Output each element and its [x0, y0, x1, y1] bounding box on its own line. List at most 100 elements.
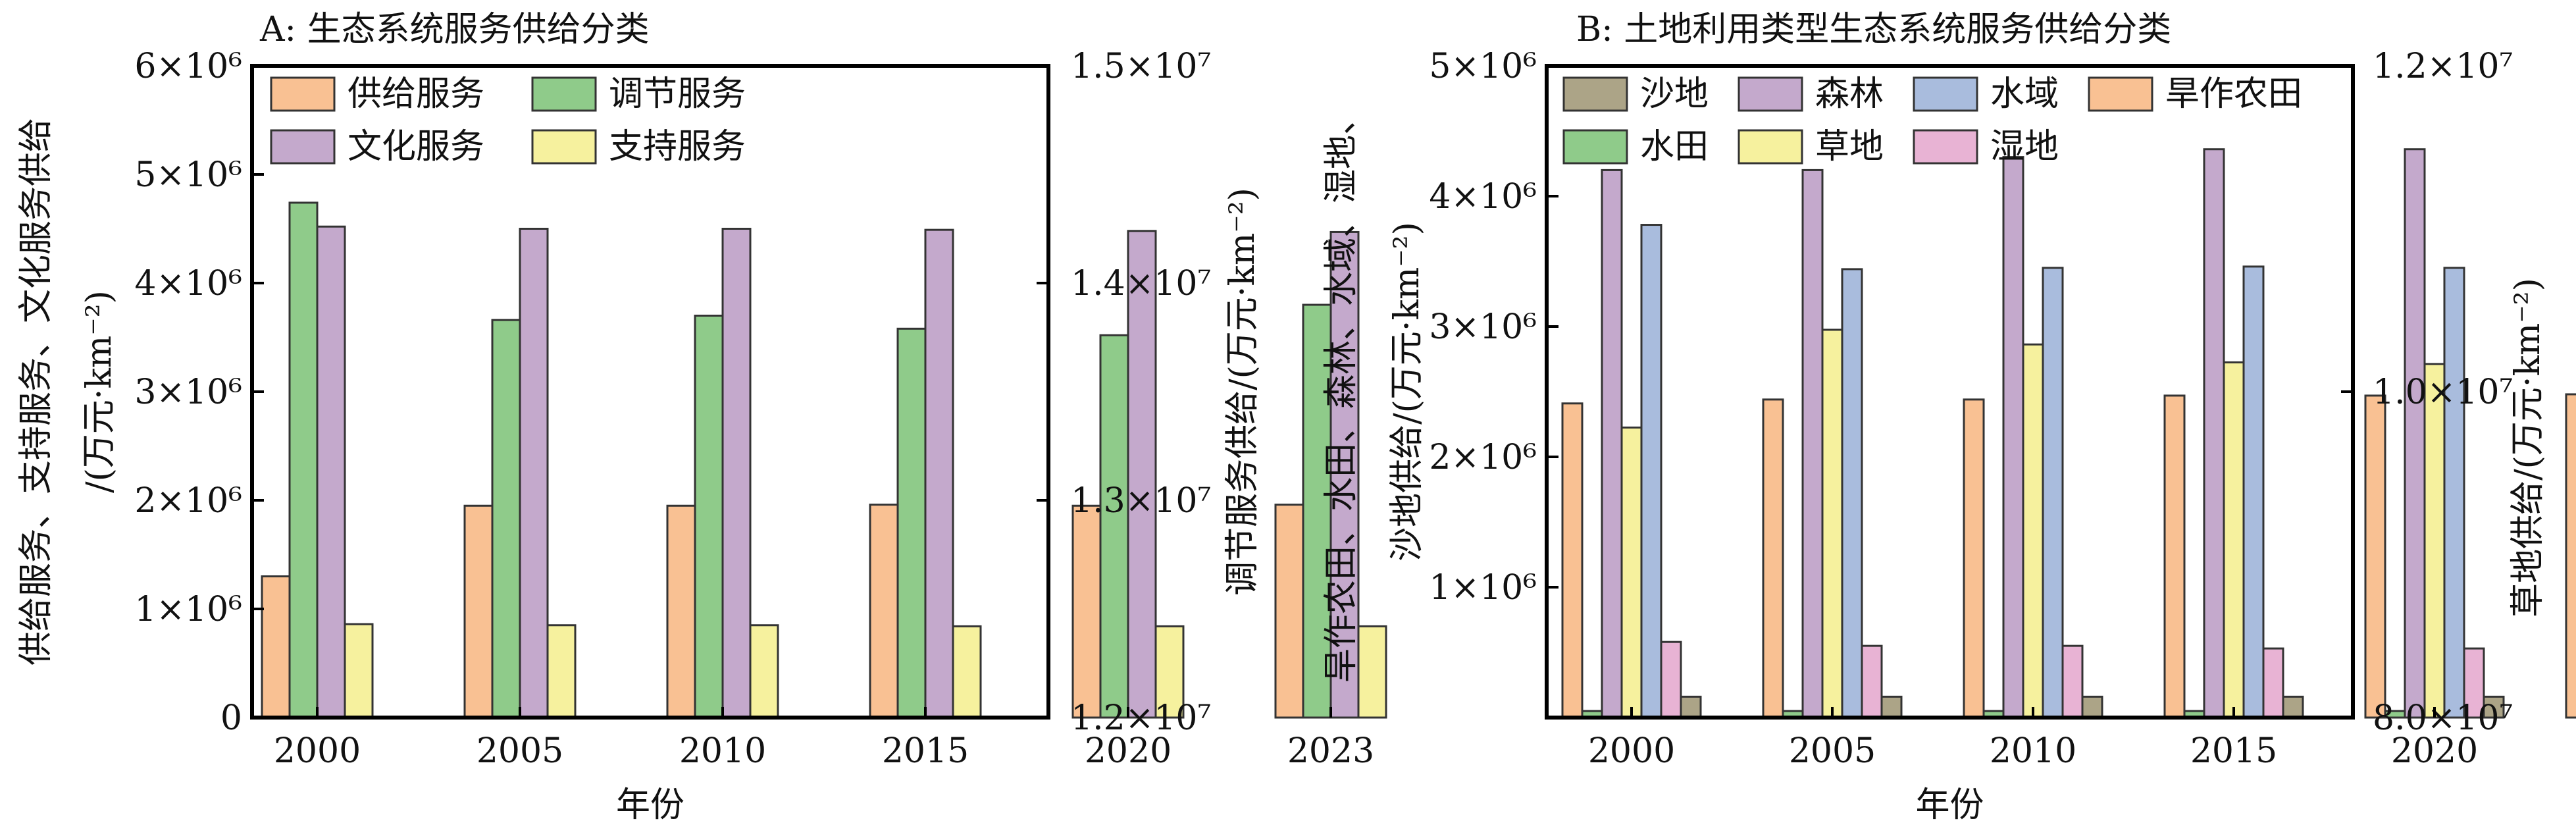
chart-panel-B: B: 土地利用类型生态系统服务供给分类 1×10⁶ 2×10⁶ 3×10⁶ 4×10⁶ 5… — [1322, 10, 2576, 825]
bar-调节服务-2020 — [1099, 334, 1129, 719]
bar-湿地-2005 — [1861, 644, 1883, 719]
bar-水域-2015 — [2242, 265, 2265, 719]
ytick-left-label: 4×10⁶ — [1429, 177, 1537, 217]
bar-旱作农田-2015 — [2163, 394, 2186, 719]
x-axis-label: 年份 — [616, 785, 684, 825]
bar-湿地-2015 — [2262, 647, 2284, 719]
bar-调节服务-2000 — [288, 201, 319, 719]
xtick-label: 2020 — [1085, 731, 1172, 771]
bar-草地-2010 — [2022, 343, 2044, 719]
bar-森林-2010 — [2002, 156, 2024, 719]
bar-草地-2000 — [1620, 426, 1643, 719]
ytick-right-label: 1.5×10⁷ — [1071, 47, 1211, 86]
bar-水域-2020 — [2443, 267, 2465, 719]
bar-旱作农田-2010 — [1963, 398, 1985, 719]
y-axis-right-label: 草地供给/(万元·km⁻²) — [2508, 278, 2548, 617]
bar-草地-2020 — [2423, 363, 2446, 719]
bar-水域-2010 — [2042, 267, 2064, 719]
bar-草地-2015 — [2223, 361, 2245, 719]
bar-森林-2015 — [2203, 148, 2225, 719]
bar-供给服务-2020 — [1071, 504, 1102, 719]
bar-供给服务-2010 — [666, 504, 696, 719]
bar-旱作农田-2005 — [1762, 398, 1784, 719]
legend-swatch — [1913, 76, 1978, 112]
ytick-right-label: 1.4×10⁷ — [1071, 264, 1211, 303]
bar-沙地-2015 — [2282, 695, 2304, 719]
legend-label: 水域 — [1990, 74, 2059, 114]
bar-供给服务-2015 — [869, 504, 899, 719]
chart-panel-A: A: 生态系统服务供给分类 0 1×10⁶ 2×10⁶ 3×10⁶ 4×10⁶ 5×10⁶ 6… — [16, 10, 1387, 825]
bar-调节服务-2005 — [491, 319, 521, 719]
legend-label: 草地 — [1815, 127, 1884, 167]
y-axis-left-label: 沙地供给/(万元·km⁻²) — [1387, 222, 1427, 562]
xtick-label: 2015 — [882, 731, 969, 771]
bar-调节服务-2015 — [896, 327, 927, 719]
legend-label: 供给服务 — [348, 74, 484, 114]
ytick-left-label: 4×10⁶ — [134, 264, 242, 303]
bar-沙地-2010 — [2081, 695, 2103, 719]
legend-swatch — [1738, 129, 1803, 165]
bar-支持服务-2023 — [1357, 625, 1387, 719]
bar-支持服务-2015 — [952, 625, 982, 719]
bar-供给服务-2005 — [463, 504, 494, 719]
ytick-left-label: 5×10⁶ — [1429, 47, 1537, 86]
bar-森林-2005 — [1801, 169, 1824, 719]
bar-文化服务-2015 — [924, 228, 954, 719]
bar-沙地-2020 — [2483, 695, 2505, 719]
bar-文化服务-2020 — [1127, 230, 1157, 719]
legend-swatch — [270, 129, 336, 165]
bar-湿地-2020 — [2463, 647, 2485, 719]
bar-文化服务-2023 — [1329, 230, 1360, 719]
xtick-label: 2010 — [1990, 731, 2076, 771]
legend-swatch — [1562, 129, 1628, 165]
xtick-label: 2020 — [2391, 731, 2478, 771]
ytick-right-label: 8.0×10⁷ — [2373, 698, 2513, 738]
legend-label: 文化服务 — [348, 127, 484, 167]
legend-label: 水田 — [1640, 127, 1709, 167]
bar-沙地-2005 — [1880, 695, 1903, 719]
ytick-left-label: 2×10⁶ — [134, 481, 242, 521]
chart-title: A: 生态系统服务供给分类 — [259, 10, 650, 49]
legend-swatch — [2088, 76, 2153, 112]
legend-swatch — [1738, 76, 1803, 112]
legend-swatch — [270, 76, 336, 112]
legend-label: 旱作农田 — [2165, 74, 2302, 114]
ytick-right-label: 1.2×10⁷ — [1071, 698, 1211, 738]
legend-swatch — [531, 129, 597, 165]
bar-支持服务-2010 — [749, 624, 779, 719]
bar-文化服务-2005 — [519, 228, 549, 719]
bar-旱作农田-2020 — [2364, 394, 2386, 719]
y-axis-left-label: 旱作农田、水田、森林、水域、湿地、 — [1322, 101, 1361, 683]
xtick-label: 2015 — [2190, 731, 2277, 771]
xtick-label: 2005 — [1789, 731, 1876, 771]
y-axis-right-label: 调节服务供给/(万元·km⁻²) — [1223, 188, 1262, 596]
ytick-left-label: 6×10⁶ — [134, 47, 242, 86]
ytick-left-label: 5×10⁶ — [134, 155, 242, 195]
x-axis-label: 年份 — [1915, 785, 1984, 825]
bar-旱作农田-2023 — [2565, 393, 2576, 719]
ytick-right-label: 1.0×10⁷ — [2373, 373, 2513, 412]
bar-调节服务-2023 — [1302, 303, 1332, 719]
bar-文化服务-2000 — [316, 225, 346, 719]
bar-森林-2020 — [2404, 148, 2426, 719]
ytick-left-label: 0 — [220, 698, 242, 738]
bar-湿地-2000 — [1660, 641, 1682, 719]
chart-title: B: 土地利用类型生态系统服务供给分类 — [1576, 10, 2171, 49]
xtick-label: 2000 — [1588, 731, 1675, 771]
ytick-left-label: 3×10⁶ — [134, 373, 242, 412]
ytick-right-label: 1.3×10⁷ — [1071, 481, 1211, 521]
bar-支持服务-2020 — [1154, 625, 1185, 719]
xtick-label: 2023 — [1287, 731, 1374, 771]
bar-森林-2000 — [1601, 169, 1623, 719]
ytick-left-label: 1×10⁶ — [134, 590, 242, 629]
bar-水域-2005 — [1841, 268, 1863, 719]
bar-供给服务-2000 — [261, 575, 291, 719]
bar-沙地-2000 — [1680, 695, 1702, 719]
bar-水域-2000 — [1640, 224, 1662, 719]
bar-供给服务-2023 — [1274, 504, 1304, 719]
legend-label: 沙地 — [1640, 74, 1709, 114]
xtick-label: 2010 — [679, 731, 766, 771]
